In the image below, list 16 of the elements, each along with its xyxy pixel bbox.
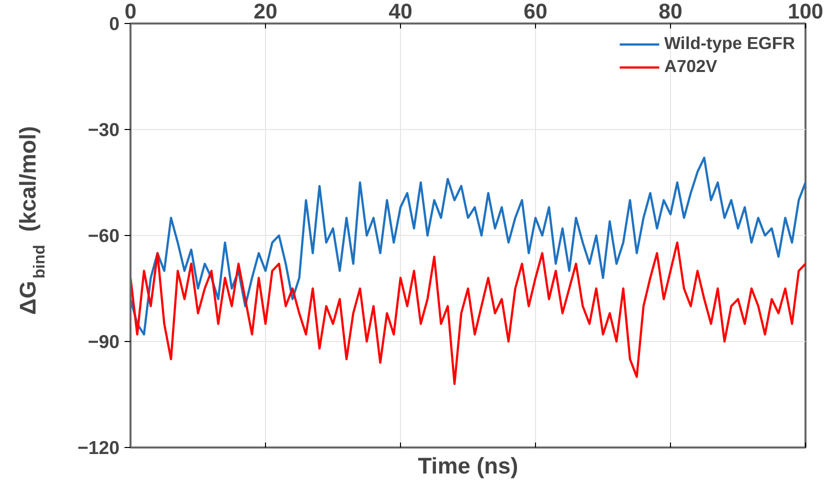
x-tick-label: 40 <box>388 0 412 24</box>
legend-label: Wild-type EGFR <box>664 33 795 54</box>
line-series <box>130 156 806 336</box>
x-tick-label: 80 <box>658 0 682 24</box>
legend-label: A702V <box>664 56 718 77</box>
y-axis-title: ΔGbind (kcal/mol) <box>14 126 48 315</box>
y-tick-label: −60 <box>88 225 120 246</box>
x-axis-title: Time (ns) <box>418 452 518 478</box>
y-tick-label: −90 <box>88 331 120 352</box>
x-tick-label: 20 <box>254 0 278 24</box>
x-tick-label: 100 <box>788 0 824 24</box>
y-tick-label: −120 <box>77 437 120 458</box>
x-tick-label: 60 <box>524 0 548 24</box>
x-tick-label: 0 <box>124 0 136 24</box>
line-series <box>130 241 806 385</box>
y-tick-label: −30 <box>88 119 120 140</box>
